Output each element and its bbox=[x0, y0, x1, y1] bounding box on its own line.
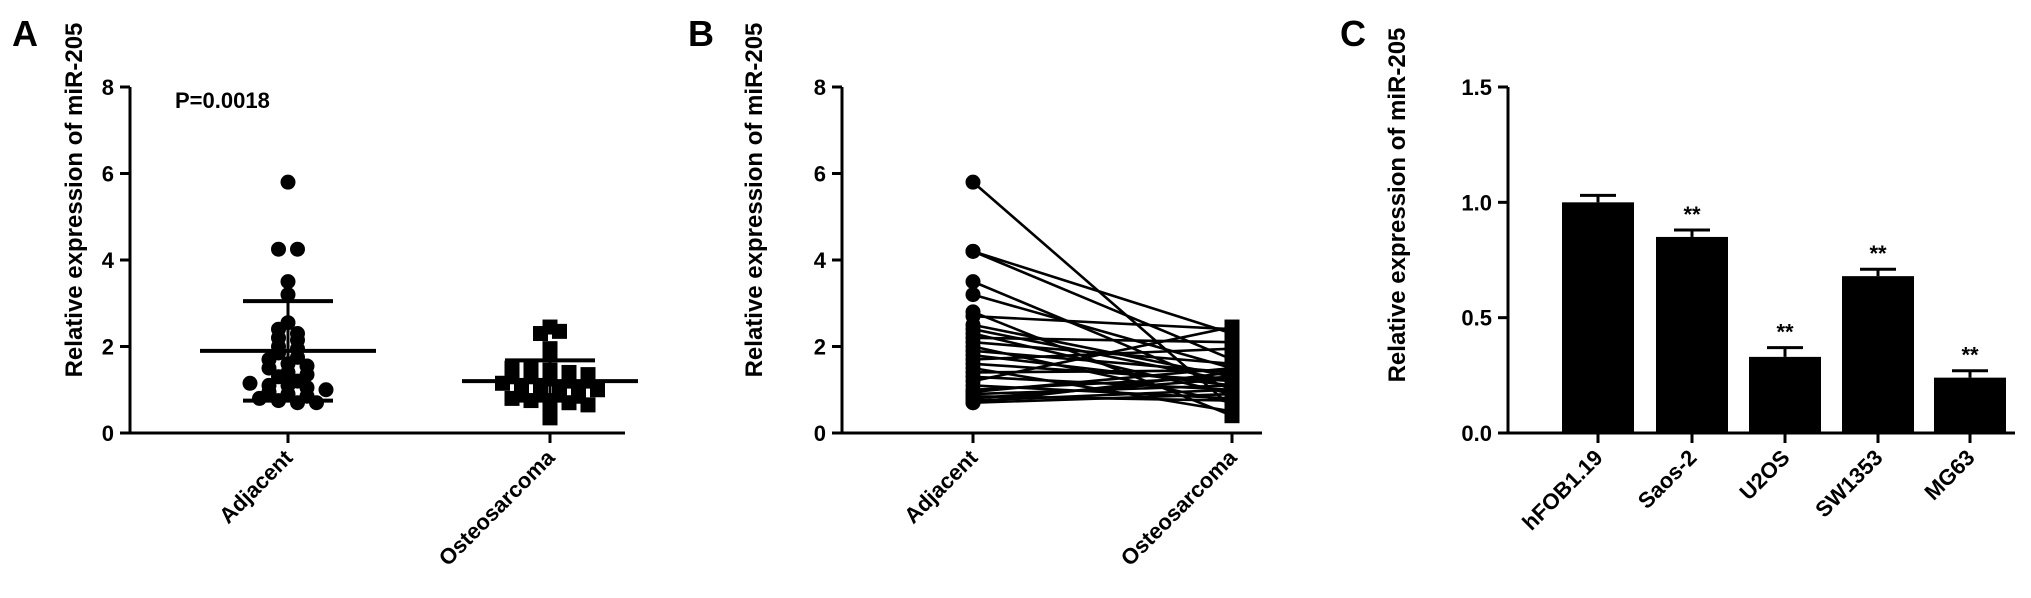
panel-c-y-tick-label: 1.0 bbox=[1461, 190, 1492, 215]
panel-a-adjacent-point bbox=[271, 241, 286, 257]
panel-a-y-tick-label: 2 bbox=[102, 335, 114, 360]
panel-a-osteosarcoma-point bbox=[523, 360, 539, 376]
panel-b-pair-line bbox=[972, 371, 1233, 405]
panel-a-scatter: Relative expression of miR-205 P=0.0018 … bbox=[61, 23, 638, 571]
panel-a-adjacent-point bbox=[280, 174, 296, 190]
panel-b-adjacent-point bbox=[965, 174, 981, 190]
panel-b-pair-line bbox=[972, 250, 1233, 335]
panel-b-ylabel: Relative expression of miR-205 bbox=[741, 23, 768, 378]
panel-c-bar bbox=[1934, 377, 2006, 433]
panel-a-y-tick-label: 0 bbox=[102, 421, 114, 446]
panel-b-y-tick-label: 4 bbox=[814, 248, 827, 273]
panel-b-x-tick-label: Adjacent bbox=[899, 444, 983, 528]
panel-a-p-value: P=0.0018 bbox=[175, 88, 270, 113]
panel-c-ylabel: Relative expression of miR-205 bbox=[1384, 28, 1411, 383]
panel-a-adjacent-point bbox=[280, 274, 296, 290]
panel-c-x-tick-label: Saos-2 bbox=[1633, 445, 1702, 514]
panel-b-x-tick-label: Osteosarcoma bbox=[1116, 444, 1242, 570]
panel-a-osteosarcoma-point bbox=[561, 364, 577, 380]
panel-a-adjacent-point bbox=[299, 358, 315, 374]
panel-c-bar bbox=[1749, 356, 1821, 433]
panel-b-pair-line bbox=[972, 325, 1233, 383]
panel-letter-a: A bbox=[12, 13, 38, 54]
panel-c-significance: ** bbox=[1961, 343, 1979, 368]
panel-b-pair-line bbox=[972, 349, 1233, 374]
panel-b-adjacent-point bbox=[965, 243, 981, 259]
panel-a-adjacent-point bbox=[290, 241, 305, 257]
panel-c-significance: ** bbox=[1683, 202, 1701, 227]
panel-a-x-tick-label: Adjacent bbox=[214, 444, 298, 528]
panel-c-significance: ** bbox=[1869, 241, 1887, 266]
panel-b-paired-lines: Relative expression of miR-205 0 2 4 6 8 Adja… bbox=[741, 23, 1262, 571]
panel-b-pair-line bbox=[972, 332, 1233, 396]
panel-c-y-tick-label: 1.5 bbox=[1461, 75, 1492, 100]
panel-a-osteosarcoma-point bbox=[580, 367, 596, 383]
panel-letter-c: C bbox=[1340, 13, 1366, 54]
panel-b-adjacent-point bbox=[965, 395, 981, 411]
panel-b-pair-line bbox=[972, 345, 1233, 404]
panel-b-y-tick-label: 8 bbox=[814, 75, 826, 100]
panel-letter-b: B bbox=[688, 13, 714, 54]
panel-c-x-tick-label: hFOB1.19 bbox=[1517, 445, 1607, 535]
panel-b-pair-line bbox=[972, 314, 1233, 331]
panel-c-y-tick-label: 0.5 bbox=[1461, 306, 1492, 331]
panel-c-bar bbox=[1656, 236, 1728, 433]
panel-b-adjacent-point bbox=[965, 274, 981, 290]
panel-b-pair-line bbox=[972, 336, 1233, 344]
panel-c-x-tick-label: MG63 bbox=[1919, 445, 1979, 505]
panel-b-pair-line bbox=[972, 293, 1233, 370]
panel-c-x-tick-label: SW1353 bbox=[1810, 445, 1887, 522]
panel-c-bar-chart: Relative expression of miR-205 0.0 0.5 1.0… bbox=[1384, 28, 2015, 535]
panel-b-y-tick-label: 0 bbox=[814, 421, 826, 446]
panel-b-pair-line bbox=[972, 366, 1233, 394]
panel-b-osteosarcoma-point bbox=[1224, 386, 1240, 402]
panel-a-osteosarcoma-point bbox=[542, 319, 558, 335]
panel-a-osteosarcoma-point bbox=[504, 360, 520, 376]
panel-c-x-tick-label: U2OS bbox=[1734, 445, 1794, 505]
panel-b-osteosarcoma-point bbox=[1224, 341, 1240, 357]
panel-a-osteosarcoma-point bbox=[542, 341, 558, 357]
panel-c-bar bbox=[1562, 202, 1634, 433]
panel-a-y-tick-label: 6 bbox=[102, 162, 114, 187]
panel-a-adjacent-point bbox=[242, 375, 258, 391]
panel-b-y-tick-label: 2 bbox=[814, 335, 826, 360]
panel-c-significance: ** bbox=[1776, 320, 1794, 345]
panel-b-adjacent-point bbox=[965, 287, 981, 303]
panel-a-ylabel: Relative expression of miR-205 bbox=[61, 23, 88, 378]
panel-a-adjacent-point bbox=[261, 377, 277, 393]
panel-a-adjacent-point bbox=[318, 382, 334, 398]
panel-c-bar bbox=[1842, 276, 1914, 433]
panel-a-adjacent-point bbox=[280, 287, 296, 303]
panel-a-y-tick-label: 8 bbox=[102, 75, 114, 100]
panel-b-y-tick-label: 6 bbox=[814, 162, 826, 187]
panel-b-osteosarcoma-point bbox=[1224, 319, 1240, 335]
panel-a-x-tick-label: Osteosarcoma bbox=[434, 444, 560, 570]
panel-a-adjacent-point bbox=[290, 326, 305, 342]
panel-b-pair-line bbox=[972, 392, 1233, 405]
panel-b-osteosarcoma-point bbox=[1224, 364, 1240, 380]
panel-a-y-tick-label: 4 bbox=[102, 248, 115, 273]
panel-c-y-tick-label: 0.0 bbox=[1461, 421, 1492, 446]
